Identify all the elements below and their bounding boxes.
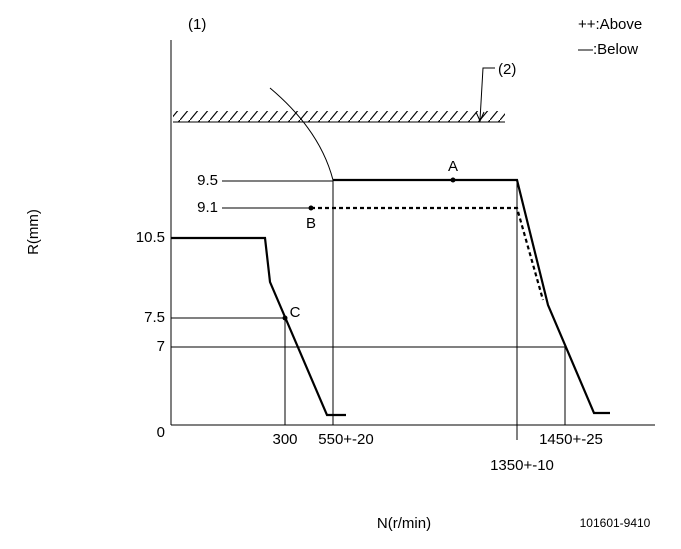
x-label: 1350+-10 [490, 457, 554, 474]
y-label: 0 [157, 424, 165, 441]
y-label: 7.5 [144, 309, 165, 326]
drawing-number: 101601-9410 [580, 516, 651, 530]
curve-below [311, 206, 545, 301]
figure-number: (1) [188, 16, 206, 33]
legend-above: ++:Above [578, 16, 642, 33]
callout-arrow [475, 111, 485, 123]
x-label: 1450+-25 [539, 431, 603, 448]
x-axis-title: N(r/min) [377, 515, 431, 532]
y-axis-title: R(mm) [25, 209, 42, 255]
hatching [173, 111, 505, 122]
y-label: 7 [157, 338, 165, 355]
x-label: 550+-20 [318, 431, 373, 448]
point-dot [282, 315, 288, 321]
y-label: 10.5 [136, 229, 165, 246]
callout-leader [479, 67, 495, 121]
limit-curve [269, 87, 334, 181]
x-label: 300 [272, 431, 297, 448]
curve-above [333, 178, 610, 415]
curve-left [171, 236, 346, 417]
y-label: 9.5 [197, 172, 218, 189]
point-label: A [448, 158, 458, 175]
point-dot [308, 205, 314, 211]
point-label: C [290, 304, 301, 321]
callout-label: (2) [498, 61, 516, 78]
point-dot [450, 177, 456, 183]
y-label: 9.1 [197, 199, 218, 216]
legend-below: —:Below [578, 41, 638, 58]
point-label: B [306, 215, 316, 232]
